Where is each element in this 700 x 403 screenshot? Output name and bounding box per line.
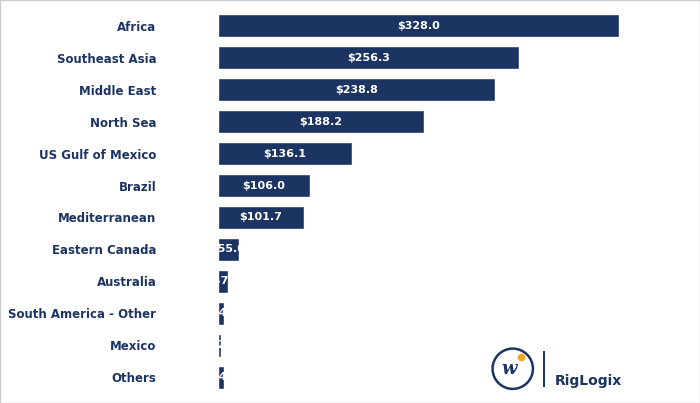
Bar (218, 302, 224, 325)
Text: $328.0: $328.0 (397, 21, 440, 31)
Text: $42.7: $42.7 (202, 340, 237, 350)
Bar (218, 78, 495, 101)
Text: $55.0: $55.0 (211, 244, 246, 254)
Text: $106.0: $106.0 (242, 181, 285, 191)
Text: $44.5: $44.5 (203, 372, 239, 382)
Text: $44.5: $44.5 (203, 308, 239, 318)
Text: w: w (501, 360, 517, 378)
Text: $136.1: $136.1 (263, 149, 306, 159)
Text: $101.7: $101.7 (239, 212, 282, 222)
Text: $256.3: $256.3 (347, 53, 390, 63)
Bar (218, 174, 309, 197)
Bar (218, 238, 239, 261)
Text: $47.1: $47.1 (205, 276, 240, 286)
Bar (218, 270, 228, 293)
Bar (218, 206, 304, 229)
Bar (218, 15, 620, 37)
Bar (218, 46, 519, 69)
Bar (218, 366, 224, 388)
Bar (218, 110, 424, 133)
Bar (218, 334, 221, 357)
Text: RigLogix: RigLogix (554, 374, 622, 388)
Text: $238.8: $238.8 (335, 85, 378, 95)
Bar (218, 142, 351, 165)
Text: $188.2: $188.2 (300, 117, 342, 127)
